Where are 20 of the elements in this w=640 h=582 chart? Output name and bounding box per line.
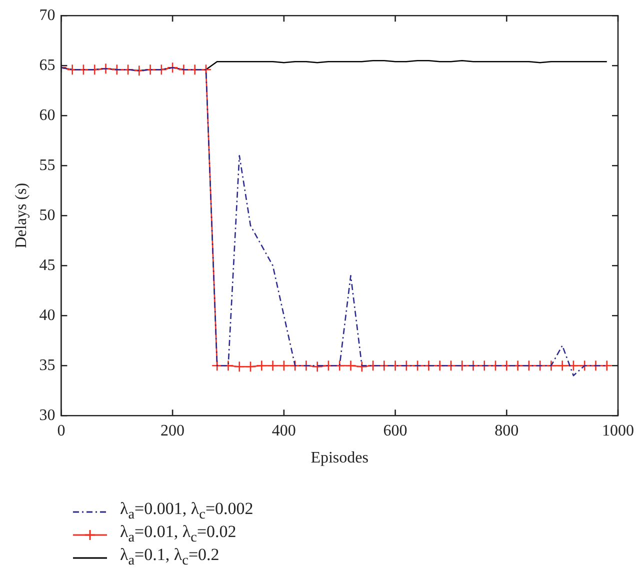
legend-label: λ$_{a}$=0.1, λ$_{c}$=0.2	[120, 545, 220, 570]
x-tick-label: 0	[57, 422, 66, 440]
y-tick-label: 35	[39, 356, 56, 374]
y-tick-label: 65	[39, 56, 56, 74]
y-tick-label: 30	[39, 406, 56, 424]
legend-label: λ$_{a}$=0.001, λ$_{c}$=0.002	[120, 499, 254, 524]
x-tick-label: 200	[160, 422, 185, 440]
x-tick-label: 600	[383, 422, 408, 440]
x-tick-label: 1000	[602, 422, 634, 440]
legend-label: λ$_{a}$=0.01, λ$_{c}$=0.02	[120, 522, 236, 547]
y-tick-label: 55	[39, 156, 56, 174]
y-axis-title: Delays (s)	[12, 182, 30, 248]
x-axis-title: Episodes	[310, 450, 368, 467]
x-tick-label: 400	[272, 422, 296, 440]
y-tick-label: 70	[39, 6, 56, 24]
y-tick-label: 60	[39, 106, 56, 124]
x-tick-label: 800	[494, 422, 519, 440]
y-tick-label: 45	[39, 256, 56, 274]
y-tick-label: 50	[39, 206, 56, 224]
y-tick-label: 40	[39, 306, 56, 324]
